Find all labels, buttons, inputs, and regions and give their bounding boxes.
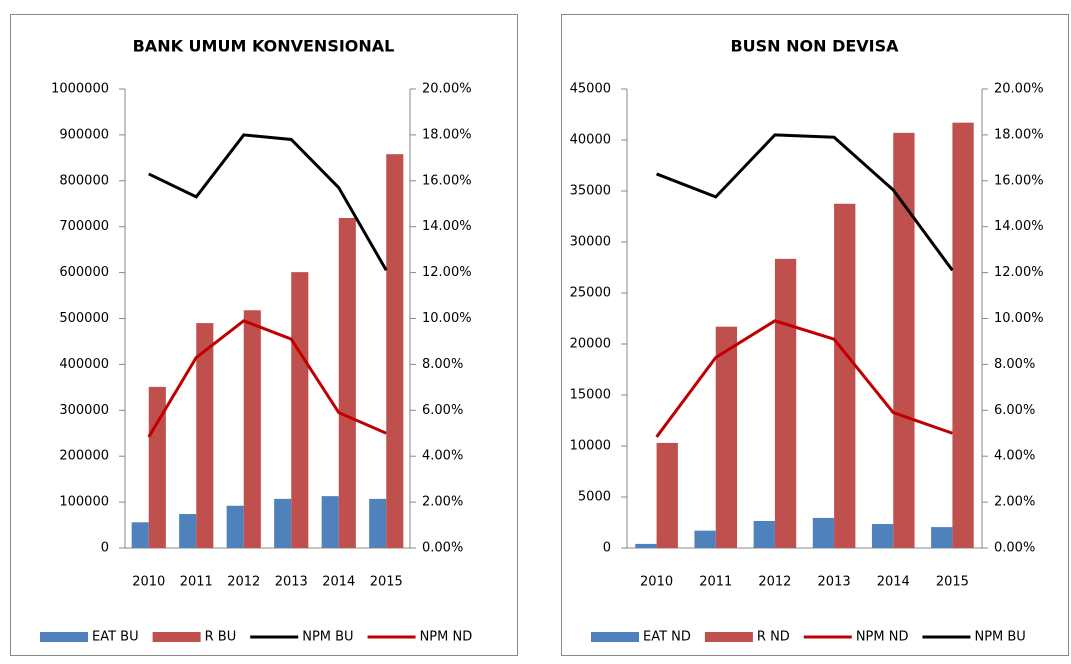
chart-title: BANK UMUM KONVENSIONAL [133, 37, 395, 56]
bar [635, 543, 657, 548]
y2-tick-label: 4.00% [994, 449, 1035, 464]
bar [226, 505, 244, 548]
y2-tick-label: 14.00% [422, 219, 472, 234]
y2-tick-label: 16.00% [422, 173, 472, 188]
y-tick-label: 100000 [59, 495, 109, 510]
x-tick-label: 2013 [275, 575, 308, 590]
chart-frame [561, 14, 1069, 656]
bar [321, 496, 339, 548]
y-tick-label: 0 [603, 541, 611, 556]
bar [291, 272, 309, 548]
x-tick-label: 2011 [180, 575, 213, 590]
y-tick-label: 20000 [570, 337, 611, 352]
y-tick-label: 1000000 [51, 82, 109, 97]
bar [931, 527, 953, 548]
y2-tick-label: 16.00% [994, 173, 1044, 188]
y-tick-label: 700000 [59, 219, 109, 234]
y2-tick-label: 12.00% [994, 265, 1044, 280]
y2-tick-label: 2.00% [422, 495, 463, 510]
x-tick-label: 2010 [640, 575, 673, 590]
y2-tick-label: 18.00% [994, 127, 1044, 142]
y-tick-label: 600000 [59, 265, 109, 280]
y2-tick-label: 12.00% [422, 265, 472, 280]
y2-tick-label: 4.00% [422, 449, 463, 464]
y-tick-label: 200000 [59, 449, 109, 464]
bar [131, 522, 149, 548]
bar [179, 514, 197, 548]
y2-tick-label: 0.00% [994, 541, 1035, 556]
line-series [656, 133, 954, 272]
bar [893, 132, 915, 549]
y2-tick-label: 6.00% [422, 403, 463, 418]
bar [715, 326, 738, 548]
chart-title: BUSN NON DEVISA [730, 37, 899, 56]
bar [243, 310, 261, 548]
bar [369, 498, 387, 548]
y-tick-label: 800000 [59, 173, 109, 188]
y-tick-label: 10000 [570, 439, 611, 454]
y2-tick-label: 0.00% [422, 541, 463, 556]
bar [274, 498, 292, 548]
y2-tick-label: 14.00% [994, 219, 1044, 234]
y-tick-label: 5000 [578, 490, 611, 505]
y2-tick-label: 20.00% [422, 82, 472, 97]
legend-swatch [704, 632, 753, 642]
y-tick-label: 25000 [570, 286, 611, 301]
legend-label: NPM BU [302, 630, 353, 645]
legend-swatch [40, 632, 88, 642]
line-series [655, 319, 953, 438]
bar [753, 520, 775, 548]
line-series [147, 319, 387, 438]
legend-label: R ND [757, 630, 790, 645]
y-tick-label: 30000 [570, 235, 611, 250]
x-tick-label: 2011 [699, 575, 732, 590]
y-tick-label: 900000 [59, 127, 109, 142]
x-tick-label: 2014 [877, 575, 910, 590]
bar [834, 203, 856, 548]
y-tick-label: 500000 [59, 311, 109, 326]
y2-tick-label: 10.00% [422, 311, 472, 326]
x-tick-label: 2015 [370, 575, 403, 590]
legend-label: R BU [205, 630, 237, 645]
y-tick-label: 0 [101, 541, 109, 556]
bar [196, 323, 214, 548]
bar [952, 122, 974, 548]
y2-tick-label: 8.00% [422, 357, 463, 372]
legend-label: EAT ND [643, 630, 691, 645]
legend-label: NPM BU [974, 630, 1025, 645]
y2-tick-label: 2.00% [994, 495, 1035, 510]
y2-tick-label: 20.00% [994, 82, 1044, 97]
x-tick-label: 2010 [132, 575, 165, 590]
legend-swatch [591, 632, 639, 642]
chart-frame [10, 14, 518, 656]
y-tick-label: 45000 [570, 82, 611, 97]
y-tick-label: 35000 [570, 184, 611, 199]
bar [694, 530, 716, 548]
y-tick-label: 300000 [59, 403, 109, 418]
x-tick-label: 2013 [818, 575, 851, 590]
y-tick-label: 15000 [570, 388, 611, 403]
line-series [148, 133, 388, 272]
y2-tick-label: 8.00% [994, 357, 1035, 372]
x-tick-label: 2015 [936, 575, 969, 590]
y2-tick-label: 10.00% [994, 311, 1044, 326]
y2-tick-label: 6.00% [994, 403, 1035, 418]
bar [338, 217, 356, 548]
y-tick-label: 40000 [570, 133, 611, 148]
x-tick-label: 2012 [227, 575, 260, 590]
x-tick-label: 2012 [758, 575, 791, 590]
bar [386, 154, 404, 549]
legend-swatch [152, 632, 201, 642]
legend-label: EAT BU [92, 630, 139, 645]
bar [656, 442, 678, 548]
bar [812, 517, 835, 548]
legend-label: NPM ND [420, 630, 473, 645]
y-tick-label: 400000 [59, 357, 109, 372]
x-tick-label: 2014 [322, 575, 355, 590]
legend-label: NPM ND [856, 630, 909, 645]
bar [774, 258, 797, 548]
bar [871, 524, 894, 548]
y2-tick-label: 18.00% [422, 127, 472, 142]
